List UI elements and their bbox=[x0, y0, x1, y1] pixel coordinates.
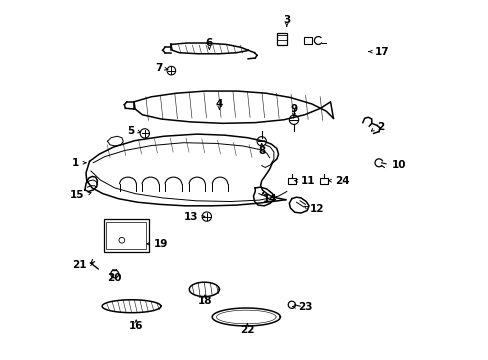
Text: 10: 10 bbox=[391, 160, 406, 170]
Text: 6: 6 bbox=[205, 38, 213, 48]
Text: 1: 1 bbox=[71, 158, 79, 168]
Bar bbox=[303, 37, 311, 44]
Text: 12: 12 bbox=[309, 204, 324, 215]
Text: 13: 13 bbox=[183, 212, 198, 221]
Text: 20: 20 bbox=[107, 273, 122, 283]
Text: 16: 16 bbox=[129, 321, 143, 331]
Text: 9: 9 bbox=[290, 104, 297, 114]
Text: 19: 19 bbox=[154, 239, 168, 249]
Text: 4: 4 bbox=[215, 99, 223, 109]
Bar bbox=[287, 178, 296, 184]
Text: 15: 15 bbox=[69, 190, 83, 200]
Text: 22: 22 bbox=[240, 325, 254, 335]
Bar bbox=[277, 33, 286, 45]
Text: 2: 2 bbox=[376, 122, 384, 132]
Text: 7: 7 bbox=[155, 63, 163, 73]
Text: 23: 23 bbox=[298, 302, 312, 312]
Text: 17: 17 bbox=[373, 46, 388, 57]
Text: 5: 5 bbox=[126, 126, 134, 135]
Text: 8: 8 bbox=[258, 145, 265, 156]
Text: 14: 14 bbox=[263, 194, 277, 204]
Text: 24: 24 bbox=[334, 176, 349, 186]
Text: 11: 11 bbox=[301, 176, 315, 186]
Text: 21: 21 bbox=[72, 260, 86, 270]
Bar bbox=[319, 178, 328, 184]
Text: 18: 18 bbox=[198, 296, 212, 306]
Text: 3: 3 bbox=[283, 15, 290, 26]
